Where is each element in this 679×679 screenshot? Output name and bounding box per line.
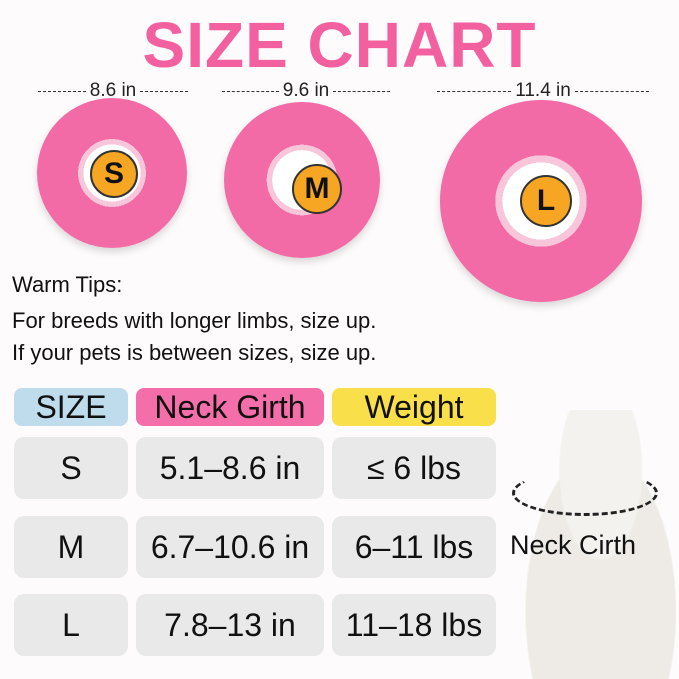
cell-neck-girth: 5.1–8.6 in [136, 437, 324, 499]
header-size: SIZE [14, 388, 128, 426]
cell-weight: 11–18 lbs [332, 594, 496, 656]
header-neck-girth: Neck Girth [136, 388, 324, 426]
measurement-l: 11.4 in [437, 80, 650, 102]
page-title: SIZE CHART [142, 9, 537, 81]
neck-label: Neck Cirth [510, 530, 637, 560]
neck-measure-arrow [512, 470, 658, 516]
cell-weight: 6–11 lbs [332, 516, 496, 578]
measurement-m: 9.6 in [222, 80, 391, 102]
size-badge-l: L [520, 175, 572, 227]
size-badge-s: S [90, 150, 138, 198]
cat-photo [505, 410, 679, 679]
cell-neck-girth: 7.8–13 in [136, 594, 324, 656]
header-weight: Weight [332, 388, 496, 426]
tip-line: If your pets is between sizes, size up. [12, 340, 377, 365]
measurement-s: 8.6 in [38, 80, 189, 102]
tip-line: For breeds with longer limbs, size up. [12, 308, 377, 333]
size-badge-m: M [292, 164, 342, 214]
cell-neck-girth: 6.7–10.6 in [136, 516, 324, 578]
cell-weight: ≤ 6 lbs [332, 437, 496, 499]
cell-size: S [14, 437, 128, 499]
cell-size: L [14, 594, 128, 656]
tips-heading: Warm Tips: [12, 272, 123, 297]
cell-size: M [14, 516, 128, 578]
